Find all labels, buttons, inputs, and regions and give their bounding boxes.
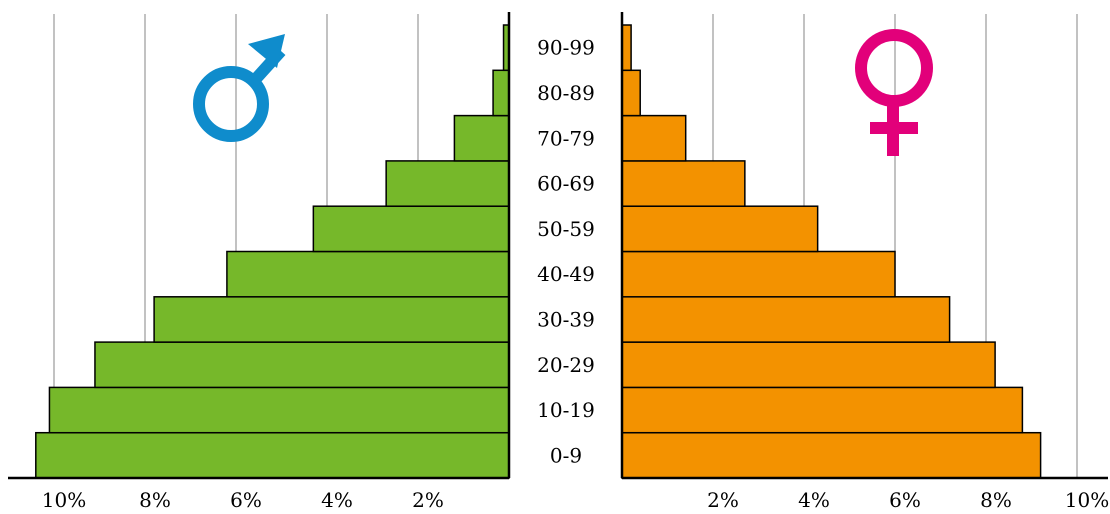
age-group-label: 70-79 (537, 126, 595, 150)
female-symbol-icon (855, 29, 933, 156)
female-tick-label: 4% (798, 488, 830, 512)
percent-tick-labels: 10% 8% 6% 4% 2% 2% 4% 6% 8% 10% (42, 488, 1109, 512)
male-bar (48, 386, 510, 434)
age-group-label: 90-99 (537, 36, 595, 60)
female-bar (621, 114, 687, 162)
female-bar (621, 431, 1042, 479)
male-bar (385, 160, 510, 207)
male-bars (35, 24, 510, 479)
female-bar (621, 386, 1024, 434)
age-group-label: 60-69 (537, 172, 595, 196)
age-group-label: 20-29 (537, 353, 595, 377)
male-tick-label: 2% (412, 488, 444, 512)
male-bar (153, 296, 510, 343)
male-bar (94, 341, 510, 389)
male-tick-label: 6% (230, 488, 262, 512)
female-bar (621, 160, 746, 207)
male-bar (453, 114, 510, 162)
gridlines (53, 14, 1078, 478)
female-bars (621, 24, 1042, 479)
female-tick-label: 2% (707, 488, 739, 512)
male-bar (226, 250, 510, 298)
female-tick-label: 8% (980, 488, 1012, 512)
male-bar (492, 69, 510, 117)
age-group-label: 40-49 (537, 262, 595, 286)
age-group-label: 50-59 (537, 217, 595, 241)
age-group-label: 80-89 (537, 81, 595, 105)
female-bar (621, 250, 896, 298)
age-group-labels: 0-9 10-19 20-29 30-39 40-49 50-59 60-69 70-79 80… (537, 36, 595, 468)
male-bar (35, 431, 510, 479)
female-tick-label: 6% (889, 488, 921, 512)
female-tick-label: 10% (1065, 488, 1109, 512)
axes (8, 12, 1108, 480)
age-group-label: 10-19 (537, 398, 595, 422)
male-tick-label: 8% (139, 488, 171, 512)
age-group-label: 0-9 (550, 443, 582, 467)
age-group-label: 30-39 (537, 307, 595, 331)
female-bar (621, 205, 819, 253)
male-tick-label: 10% (42, 488, 86, 512)
male-symbol-icon (193, 34, 286, 142)
male-tick-label: 4% (321, 488, 353, 512)
male-bar (312, 205, 510, 253)
female-bar (621, 24, 632, 72)
female-bar (621, 69, 641, 117)
female-bar (621, 341, 996, 389)
female-bar (621, 296, 951, 343)
